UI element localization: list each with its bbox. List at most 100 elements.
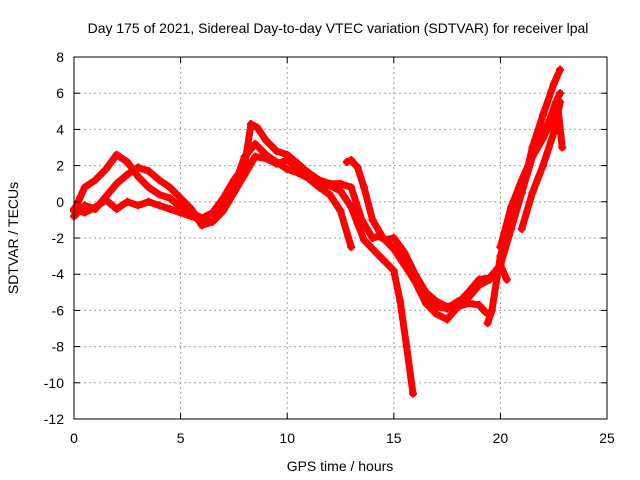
- series-track-3: [70, 152, 356, 252]
- data-point: [411, 277, 420, 286]
- data-point: [187, 212, 196, 221]
- data-point: [475, 300, 484, 309]
- data-point: [165, 205, 174, 214]
- data-point: [304, 174, 313, 183]
- data-point: [246, 119, 255, 128]
- data-point: [400, 248, 409, 257]
- data-point: [549, 129, 558, 138]
- data-point: [187, 205, 196, 214]
- data-point: [272, 147, 281, 156]
- data-point: [443, 304, 452, 313]
- data-point: [240, 152, 249, 161]
- data-point: [315, 183, 324, 192]
- data-point: [336, 179, 345, 188]
- series-track-4: [342, 156, 490, 324]
- data-point: [176, 208, 185, 217]
- data-point: [336, 206, 345, 215]
- data-point: [123, 170, 132, 179]
- y-tick-label: 0: [56, 194, 64, 210]
- data-point: [379, 234, 388, 242]
- data-point: [347, 183, 356, 192]
- data-point: [91, 203, 100, 212]
- data-point: [144, 197, 153, 206]
- data-point: [464, 293, 473, 302]
- data-point: [556, 65, 565, 74]
- data-point: [155, 190, 164, 199]
- y-tick-label: -6: [52, 302, 65, 318]
- data-point: [342, 157, 351, 166]
- data-point: [389, 266, 398, 275]
- data-point: [432, 302, 441, 311]
- x-tick-label: 20: [493, 430, 509, 446]
- data-point: [507, 203, 516, 212]
- data-point: [80, 208, 89, 217]
- data-point: [253, 123, 262, 132]
- data-point: [272, 159, 281, 168]
- y-tick-label: -4: [52, 266, 65, 282]
- data-point: [240, 170, 249, 179]
- data-point: [517, 224, 526, 233]
- chart-title: Day 175 of 2021, Sidereal Day-to-day VTE…: [88, 20, 589, 36]
- data-point: [539, 161, 548, 170]
- data-point: [517, 176, 526, 185]
- data-point: [144, 183, 153, 192]
- data-point: [101, 195, 110, 204]
- data-point: [496, 243, 505, 252]
- data-point: [165, 183, 174, 192]
- data-point: [432, 310, 441, 319]
- x-tick-label: 0: [70, 430, 78, 446]
- tick-layer: 0 5 10 15 20 25 -12 -10 -8 -6 -4 -2 0 2 4 6 8: [44, 49, 615, 446]
- grid-layer: [74, 57, 607, 419]
- data-point: [144, 167, 153, 176]
- data-point: [556, 98, 565, 107]
- y-tick-label: 2: [56, 158, 64, 174]
- data-point: [283, 156, 292, 165]
- series-line: [343, 156, 489, 323]
- data-point: [402, 342, 411, 351]
- data-point: [325, 181, 334, 190]
- data-point: [368, 215, 377, 224]
- data-point: [347, 156, 356, 165]
- data-point: [91, 176, 100, 185]
- data-point: [487, 306, 496, 315]
- data-point: [421, 288, 430, 297]
- data-point: [408, 389, 417, 398]
- data-point: [379, 255, 388, 264]
- data-point: [347, 243, 356, 252]
- data-point: [155, 176, 164, 185]
- data-point: [112, 205, 121, 214]
- data-point: [549, 80, 558, 89]
- data-point: [453, 297, 462, 306]
- data-point: [368, 244, 377, 253]
- data-point: [219, 206, 228, 215]
- y-tick-label: -8: [52, 339, 65, 355]
- y-tick-label: 4: [56, 121, 64, 137]
- data-point: [528, 152, 537, 161]
- y-axis-label: SDTVAR / TECUs: [5, 182, 21, 294]
- data-point: [347, 203, 356, 212]
- data-point: [229, 188, 238, 197]
- data-point: [359, 183, 368, 192]
- data-point: [133, 201, 142, 210]
- data-point: [197, 215, 206, 224]
- x-tick-label: 5: [177, 430, 185, 446]
- y-tick-label: -2: [52, 230, 65, 246]
- data-point: [353, 163, 362, 172]
- data-point: [293, 163, 302, 172]
- y-tick-label: 8: [56, 49, 64, 65]
- data-point: [133, 163, 142, 172]
- data-point: [475, 281, 484, 290]
- data-point: [133, 172, 142, 181]
- data-point: [261, 136, 270, 145]
- y-tick-label: 6: [56, 85, 64, 101]
- data-layer: [70, 65, 567, 398]
- data-point: [112, 150, 121, 159]
- data-point: [353, 219, 362, 228]
- data-point: [155, 201, 164, 210]
- data-point: [400, 261, 409, 270]
- x-tick-label: 25: [599, 430, 615, 446]
- data-point: [539, 110, 548, 119]
- data-point: [485, 275, 494, 284]
- data-point: [389, 244, 398, 253]
- data-point: [80, 183, 89, 192]
